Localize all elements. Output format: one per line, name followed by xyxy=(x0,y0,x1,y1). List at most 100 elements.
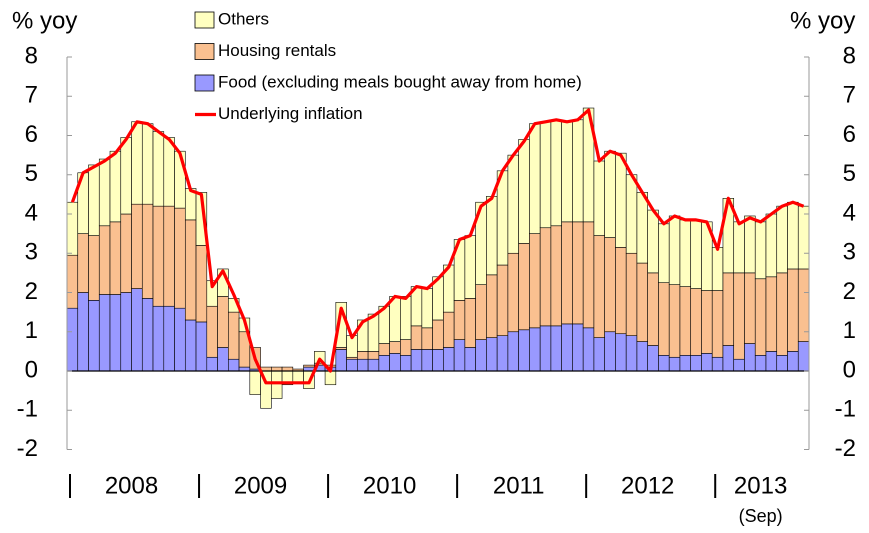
bar-segment xyxy=(400,354,412,372)
y2-tick-label: 0 xyxy=(843,356,856,383)
annotation: (Sep) xyxy=(739,506,783,526)
y-tick-label: 0 xyxy=(25,356,38,383)
bar-segment xyxy=(77,292,89,372)
bar-segment xyxy=(174,207,186,309)
bar-segment xyxy=(550,225,562,327)
bar-segment xyxy=(496,335,509,372)
bar-segment xyxy=(400,339,412,356)
bar-segment xyxy=(744,215,756,274)
bar-segment xyxy=(357,358,369,372)
bar-segment xyxy=(625,174,638,254)
bar-segment xyxy=(679,219,692,287)
y2-tick-label: 2 xyxy=(843,278,856,305)
bar-segment xyxy=(228,358,240,372)
y-tick-label: 7 xyxy=(25,82,38,109)
bar-segment xyxy=(582,327,595,372)
bar-segment xyxy=(410,325,423,350)
bar-segment xyxy=(98,294,111,372)
bar-segment xyxy=(443,311,455,348)
bar-segment xyxy=(593,337,605,372)
bar-segment xyxy=(174,150,186,209)
bar-segment xyxy=(486,196,498,276)
bar-segment xyxy=(271,370,283,399)
bar-segment xyxy=(367,358,380,372)
bar-segment xyxy=(389,341,401,354)
bar-segment xyxy=(539,325,552,372)
bar-segment xyxy=(152,131,165,207)
bar-segment xyxy=(636,192,648,264)
bar-segment xyxy=(647,345,659,372)
bar-segment xyxy=(668,215,681,285)
bar-segment xyxy=(658,282,670,356)
bar-segment xyxy=(357,351,369,360)
bar-segment xyxy=(733,358,745,372)
bar-segment xyxy=(486,274,498,338)
bar-segment xyxy=(421,288,433,329)
bar-segment xyxy=(658,223,670,283)
bar-segment xyxy=(120,292,132,372)
bar-segment xyxy=(131,288,143,372)
bar-segment xyxy=(539,227,552,327)
bar-segment xyxy=(529,123,541,234)
bar-segment xyxy=(120,213,132,293)
bar-segment xyxy=(615,152,627,248)
bar-segment xyxy=(98,225,111,295)
bar-segment xyxy=(690,219,702,289)
bar-segment xyxy=(507,252,519,333)
y2-tick-label: 8 xyxy=(843,42,856,69)
bar-segment xyxy=(518,329,530,372)
y-tick-label: 6 xyxy=(25,121,38,148)
bar-segment xyxy=(604,150,616,238)
line-series xyxy=(70,108,805,385)
bar-segment xyxy=(572,323,584,372)
bar-segment xyxy=(324,370,337,386)
bar-segment xyxy=(754,354,767,372)
bar-segment xyxy=(615,333,627,372)
bar-segment xyxy=(776,272,788,356)
bar-segment xyxy=(776,205,788,274)
bar-segment xyxy=(486,337,498,372)
y-tick-label: -1 xyxy=(17,396,38,423)
y2-tick-label: 4 xyxy=(843,199,856,226)
bar-segment xyxy=(733,221,745,274)
bar-segment xyxy=(496,170,509,266)
bar-segment xyxy=(668,356,681,372)
bar-segment xyxy=(410,349,423,372)
y-tick-label: 4 xyxy=(25,199,38,226)
bar-segment xyxy=(141,123,154,205)
bar-segment xyxy=(184,219,197,321)
bar-segment xyxy=(711,356,724,372)
bar-segment xyxy=(206,305,218,358)
legend-label: Underlying inflation xyxy=(218,104,363,123)
bar-segment xyxy=(668,284,681,358)
x-tick-label: 2008 xyxy=(105,472,158,499)
bar-segment xyxy=(529,233,541,329)
bar-segment xyxy=(776,354,788,372)
bar-segment xyxy=(744,343,756,372)
y2-axis-label: % yoy xyxy=(790,7,855,34)
bar-segment xyxy=(421,327,433,350)
bar-segment xyxy=(66,254,79,309)
bar-segment xyxy=(66,201,79,256)
bar-segment xyxy=(765,213,778,278)
y-tick-label: 1 xyxy=(25,317,38,344)
bar-segment xyxy=(389,296,401,342)
bar-segment xyxy=(754,221,767,280)
bar-segment xyxy=(131,203,143,289)
bar-segment xyxy=(464,298,476,348)
bar-segment xyxy=(378,343,390,356)
bar-segment xyxy=(88,164,100,236)
bar-segment xyxy=(658,354,670,372)
bar-segment xyxy=(174,307,186,372)
bar-segment xyxy=(88,235,100,301)
bar-segment xyxy=(195,192,208,246)
bar-segment xyxy=(163,305,175,372)
bar-segment xyxy=(109,150,122,223)
bar-segment xyxy=(647,209,659,274)
bar-segment xyxy=(679,354,692,372)
bar-segment xyxy=(217,347,229,372)
bar-segment xyxy=(335,349,347,372)
y-tick-label: -2 xyxy=(17,435,38,462)
y-tick-label: 8 xyxy=(25,42,38,69)
bar-segment xyxy=(163,137,175,207)
